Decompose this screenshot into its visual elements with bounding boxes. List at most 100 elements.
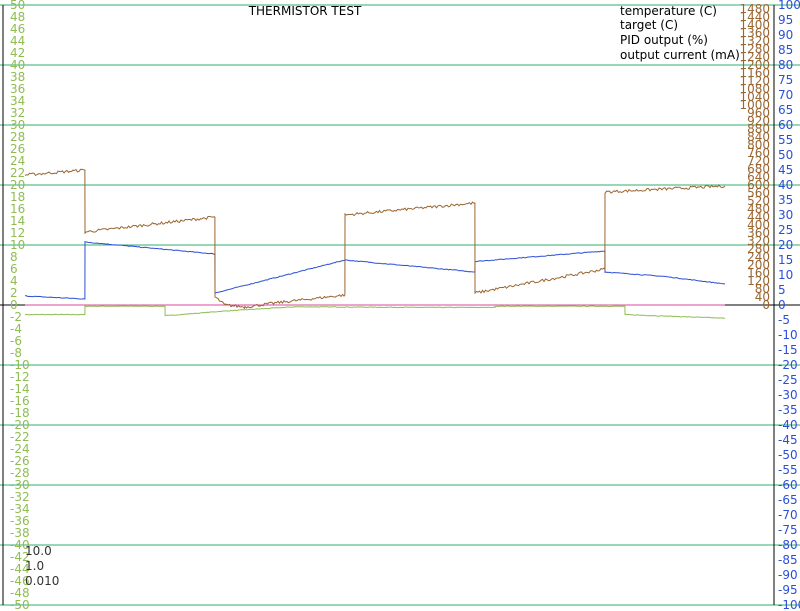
temperature-line xyxy=(24,305,725,319)
temperature-tick-label: 48 xyxy=(10,10,25,24)
pid-tick-label: 30 xyxy=(778,208,793,222)
legend-current: output current (mA) xyxy=(620,48,740,62)
temperature-tick-label: 2 xyxy=(10,286,18,300)
temperature-tick-label: 38 xyxy=(10,70,25,84)
pid-tick-label: 95 xyxy=(778,13,793,27)
pid-tick-label: -85 xyxy=(778,553,798,567)
pid-tick-label: -5 xyxy=(778,313,790,327)
temperature-tick-label: -28 xyxy=(10,466,30,480)
current-tick-label: 80 xyxy=(755,282,770,296)
current-tick-label: 1320 xyxy=(739,34,770,48)
output-current-line xyxy=(24,168,726,310)
current-tick-label: 1360 xyxy=(739,26,770,40)
temperature-tick-label: 6 xyxy=(10,262,18,276)
current-tick-label: 1280 xyxy=(739,42,770,56)
current-tick-label: 1080 xyxy=(739,82,770,96)
current-tick-label: 920 xyxy=(747,114,770,128)
pid-gain-i: 1.0 xyxy=(25,559,44,573)
current-tick-label: 560 xyxy=(747,186,770,200)
temperature-tick-label: 34 xyxy=(10,94,25,108)
temperature-tick-label: -10 xyxy=(10,358,30,372)
temperature-tick-label: 40 xyxy=(10,58,25,72)
pid-tick-label: -55 xyxy=(778,463,798,477)
current-tick-label: 1000 xyxy=(739,98,770,112)
current-tick-label: 120 xyxy=(747,274,770,288)
temperature-tick-label: -24 xyxy=(10,442,30,456)
pid-tick-label: -15 xyxy=(778,343,798,357)
pid-tick-label: 70 xyxy=(778,88,793,102)
legend-pid: PID output (%) xyxy=(620,33,708,47)
pid-tick-label: 45 xyxy=(778,163,793,177)
pid-tick-label: 25 xyxy=(778,223,793,237)
current-tick-label: 1120 xyxy=(739,74,770,88)
temperature-tick-label: 32 xyxy=(10,106,25,120)
pid-tick-label: -30 xyxy=(778,388,798,402)
temperature-tick-label: -44 xyxy=(10,562,30,576)
pid-gains: 10.0 1.0 0.010 xyxy=(25,544,59,588)
current-tick-label: 0 xyxy=(762,298,770,312)
current-tick-label: 1200 xyxy=(739,58,770,72)
current-tick-label: 40 xyxy=(755,290,770,304)
pid-tick-label: -80 xyxy=(778,538,798,552)
temperature-tick-label: 14 xyxy=(10,214,25,228)
current-tick-label: 680 xyxy=(747,162,770,176)
temperature-tick-label: -42 xyxy=(10,550,30,564)
current-tick-label: 1040 xyxy=(739,90,770,104)
temperature-tick-label: -14 xyxy=(10,382,30,396)
pid-tick-label: -40 xyxy=(778,418,798,432)
current-tick-label: 320 xyxy=(747,234,770,248)
current-tick-label: 480 xyxy=(747,202,770,216)
current-tick-label: 640 xyxy=(747,170,770,184)
current-tick-label: 600 xyxy=(747,178,770,192)
pid-tick-label: 55 xyxy=(778,133,793,147)
temperature-tick-label: 24 xyxy=(10,154,25,168)
series-lines xyxy=(24,168,726,319)
pid-tick-label: -90 xyxy=(778,568,798,582)
current-tick-label: 200 xyxy=(747,258,770,272)
temperature-tick-label: 26 xyxy=(10,142,25,156)
pid-tick-label: 65 xyxy=(778,103,793,117)
temperature-tick-label: 30 xyxy=(10,118,25,132)
pid-tick-label: 20 xyxy=(778,238,793,252)
temperature-tick-label: 44 xyxy=(10,34,25,48)
current-tick-label: 520 xyxy=(747,194,770,208)
temperature-tick-label: -20 xyxy=(10,418,30,432)
pid-tick-label: 15 xyxy=(778,253,793,267)
pid-tick-label: -10 xyxy=(778,328,798,342)
temperature-tick-label: 18 xyxy=(10,190,25,204)
pid-tick-label: -100 xyxy=(778,598,800,611)
current-tick-label: 440 xyxy=(747,210,770,224)
legend: temperature (C) target (C) PID output (%… xyxy=(620,4,740,62)
current-axis-ticks: 1480144014001360132012801240120011601120… xyxy=(739,2,770,312)
temperature-tick-label: 42 xyxy=(10,46,25,60)
pid-tick-label: 85 xyxy=(778,43,793,57)
pid-tick-label: -35 xyxy=(778,403,798,417)
current-tick-label: 880 xyxy=(747,122,770,136)
pid-tick-label: -25 xyxy=(778,373,798,387)
pid-tick-label: 60 xyxy=(778,118,793,132)
current-tick-label: 240 xyxy=(747,250,770,264)
temperature-tick-label: -18 xyxy=(10,406,30,420)
pid-tick-label: -75 xyxy=(778,523,798,537)
temperature-tick-label: -36 xyxy=(10,514,30,528)
temperature-tick-label: -30 xyxy=(10,478,30,492)
temperature-tick-label: 4 xyxy=(10,274,18,288)
temperature-tick-label: -34 xyxy=(10,502,30,516)
temperature-tick-label: -8 xyxy=(10,346,22,360)
pid-tick-label: -50 xyxy=(778,448,798,462)
current-tick-label: 960 xyxy=(747,106,770,120)
pid-tick-label: -65 xyxy=(778,493,798,507)
pid-tick-label: -45 xyxy=(778,433,798,447)
temperature-axis-ticks: 5048464442403836343230282624222018161412… xyxy=(10,0,30,611)
temperature-tick-label: 46 xyxy=(10,22,25,36)
current-tick-label: 1400 xyxy=(739,18,770,32)
temperature-tick-label: -50 xyxy=(10,598,30,611)
temperature-tick-label: 10 xyxy=(10,238,25,252)
pid-tick-label: 50 xyxy=(778,148,793,162)
temperature-tick-label: 16 xyxy=(10,202,25,216)
current-tick-label: 840 xyxy=(747,130,770,144)
temperature-tick-label: 22 xyxy=(10,166,25,180)
temperature-tick-label: -6 xyxy=(10,334,22,348)
chart-title: THERMISTOR TEST xyxy=(248,4,362,18)
